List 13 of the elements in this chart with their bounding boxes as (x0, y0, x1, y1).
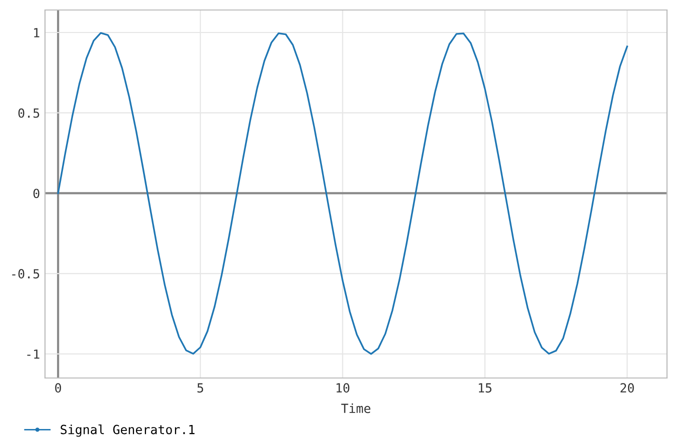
x-tick-label: 0 (55, 383, 62, 393)
x-axis-title: Time (341, 403, 370, 414)
y-tick-label: -0.5 (12, 269, 40, 279)
y-tick-label: 0 (33, 188, 40, 198)
y-tick-label: 0.5 (18, 108, 40, 118)
y-tick-label: 1 (34, 28, 40, 38)
x-tick-label: 15 (478, 383, 492, 393)
legend-label: Signal Generator.1 (60, 424, 195, 437)
y-tick-label: -1 (27, 350, 40, 359)
x-tick-label: 20 (620, 383, 634, 393)
line-series (57, 32, 628, 355)
x-tick-label: 10 (336, 383, 350, 393)
x-tick-label: 5 (197, 383, 204, 393)
